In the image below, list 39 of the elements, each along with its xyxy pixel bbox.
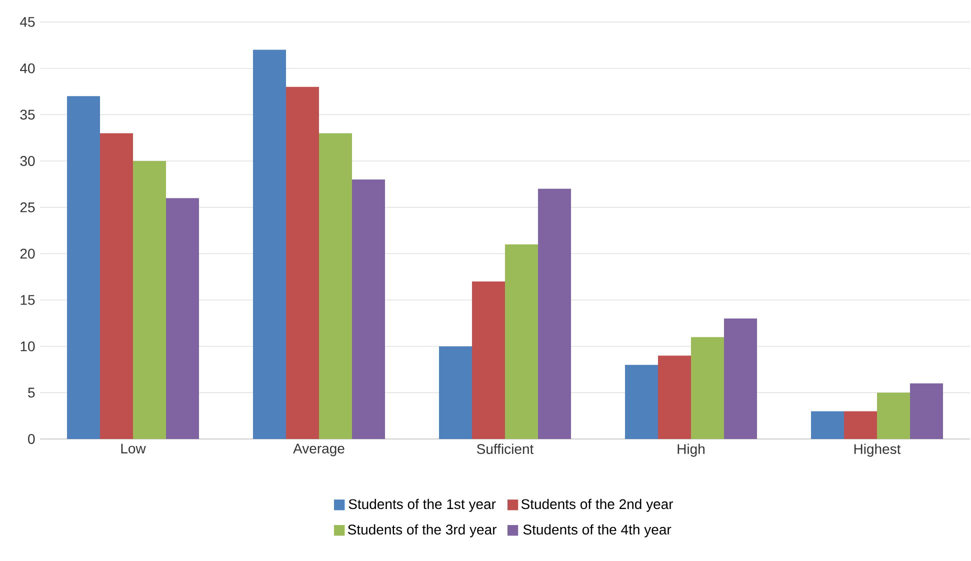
bar xyxy=(538,188,571,440)
x-tick-label: Low xyxy=(121,444,146,454)
bar xyxy=(691,337,724,440)
y-tick-label: 10 xyxy=(20,341,35,352)
y-tick-label: 30 xyxy=(20,156,35,166)
x-tick-label: Sufficient xyxy=(476,444,534,454)
y-tick-label: 0 xyxy=(28,434,35,444)
bar xyxy=(877,392,910,440)
bar xyxy=(625,364,658,440)
legend-label: Students of the 4th year xyxy=(523,524,672,538)
bar xyxy=(253,50,286,440)
bar xyxy=(352,180,385,440)
bar xyxy=(100,133,134,440)
x-tick-label: High xyxy=(678,444,704,457)
bar xyxy=(811,411,844,440)
x-tick-label: Highest xyxy=(854,444,901,457)
bar xyxy=(658,356,691,440)
y-tick-label: 25 xyxy=(20,202,35,212)
bar xyxy=(505,244,538,440)
legend-label: Students of the 3rd year xyxy=(348,524,497,538)
y-tick-label: 15 xyxy=(20,295,35,305)
legend-label: Students of the 1st year xyxy=(348,498,496,512)
y-tick-label: 5 xyxy=(28,388,35,398)
y-tick-label: 20 xyxy=(20,248,35,259)
bar xyxy=(133,161,166,440)
bar xyxy=(472,281,505,440)
y-tick-label: 45 xyxy=(20,17,35,27)
bar xyxy=(844,411,878,440)
bar xyxy=(910,383,944,440)
bar xyxy=(439,346,472,440)
x-tick-label: Average xyxy=(293,444,344,456)
y-tick-label: 35 xyxy=(20,110,35,120)
bar xyxy=(319,133,352,440)
legend-label: Students of the 2nd year xyxy=(521,498,674,512)
y-tick-label: 40 xyxy=(20,63,35,74)
bar xyxy=(67,96,100,440)
bar xyxy=(286,86,319,440)
bar xyxy=(724,318,758,440)
bar xyxy=(166,198,200,440)
